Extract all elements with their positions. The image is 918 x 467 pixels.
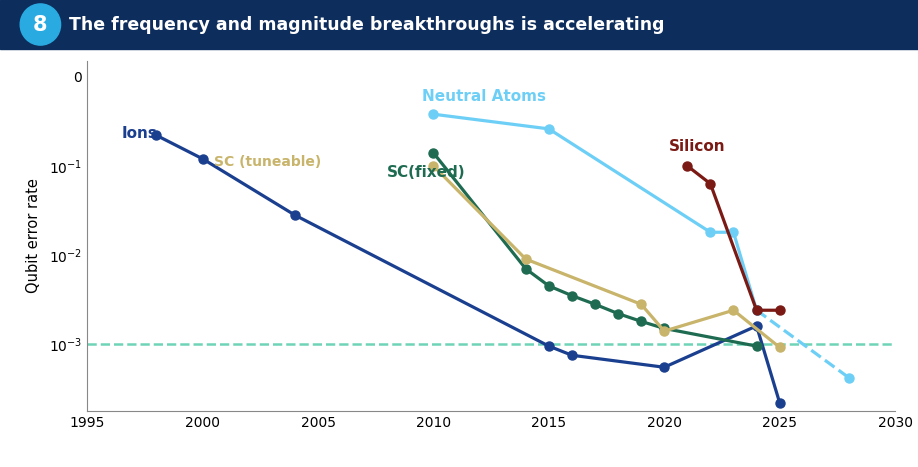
- Text: SC (tuneable): SC (tuneable): [214, 155, 321, 169]
- Text: SC(fixed): SC(fixed): [387, 165, 466, 180]
- Text: 8: 8: [33, 14, 48, 35]
- Text: Neutral Atoms: Neutral Atoms: [422, 89, 546, 104]
- Text: Silicon: Silicon: [669, 139, 725, 154]
- Ellipse shape: [20, 4, 61, 45]
- Text: The frequency and magnitude breakthroughs is accelerating: The frequency and magnitude breakthrough…: [69, 15, 665, 34]
- Y-axis label: Qubit error rate: Qubit error rate: [26, 178, 40, 293]
- Text: Ions: Ions: [122, 126, 158, 141]
